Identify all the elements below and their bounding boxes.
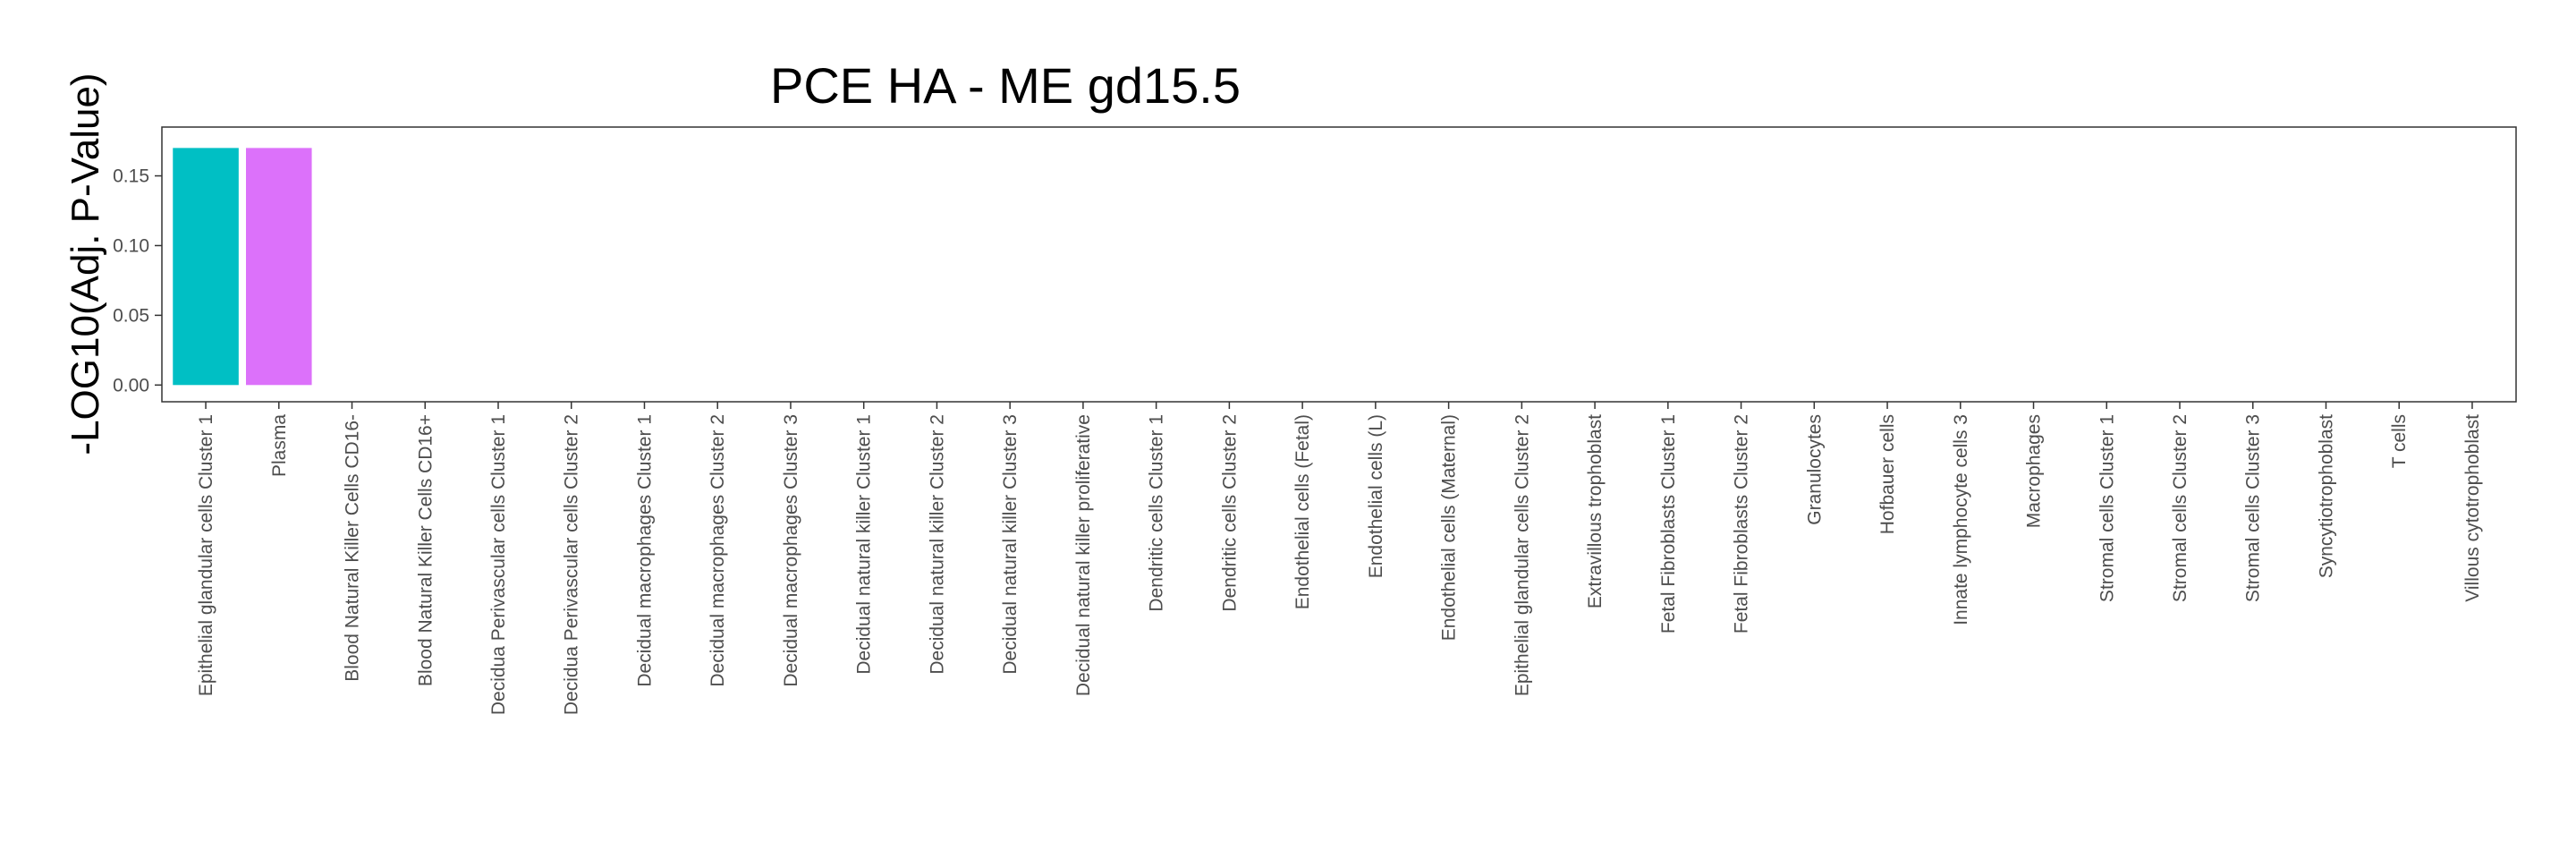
plot-frame bbox=[161, 126, 2517, 403]
x-tick-label: Decidual natural killer Cluster 2 bbox=[927, 414, 947, 675]
x-tick-label: Macrophages bbox=[2024, 414, 2045, 528]
x-tick-label: Syncytiotrophoblast bbox=[2316, 414, 2336, 578]
bar bbox=[173, 148, 239, 386]
x-tick-label: Villous cytotrophoblast bbox=[2462, 414, 2483, 602]
x-tick-label: Stromal cells Cluster 2 bbox=[2170, 414, 2190, 602]
x-tick-label: T cells bbox=[2389, 414, 2410, 468]
x-tick-label: Stromal cells Cluster 3 bbox=[2243, 414, 2264, 602]
x-tick-label: Granulocytes bbox=[1804, 414, 1825, 525]
y-tick-label: 0.10 bbox=[113, 235, 149, 256]
x-tick-label: Decidual natural killer Cluster 1 bbox=[854, 414, 875, 675]
x-tick-label: Epithelial glandular cells Cluster 1 bbox=[196, 414, 216, 696]
x-tick-label: Fetal Fibroblasts Cluster 1 bbox=[1658, 414, 1679, 634]
x-tick-label: Decidual macrophages Cluster 1 bbox=[634, 414, 655, 687]
y-tick-label: 0.00 bbox=[113, 375, 149, 395]
plot-panel bbox=[161, 126, 2517, 403]
x-tick-label: Innate lymphocyte cells 3 bbox=[1951, 414, 1971, 625]
y-axis-label: -LOG10(Adj. P-Value) bbox=[64, 72, 107, 455]
x-tick-label: Blood Natural Killer Cells CD16- bbox=[343, 414, 363, 682]
y-tick-label: 0.05 bbox=[113, 305, 149, 326]
x-tick-label: Endothelial cells (Maternal) bbox=[1439, 414, 1460, 641]
x-tick-label: Stromal cells Cluster 1 bbox=[2097, 414, 2117, 602]
chart-title: PCE HA - ME gd15.5 bbox=[770, 57, 1241, 114]
bar bbox=[246, 148, 312, 386]
x-tick-label: Dendritic cells Cluster 1 bbox=[1147, 414, 1167, 612]
x-tick-label: Plasma bbox=[269, 414, 290, 477]
x-tick-label: Decidual macrophages Cluster 2 bbox=[708, 414, 728, 687]
y-axis: 0.00 0.05 0.10 0.15 bbox=[113, 166, 162, 395]
x-tick-label: Endothelial cells (L) bbox=[1366, 414, 1386, 578]
x-tick-label: Decidual macrophages Cluster 3 bbox=[781, 414, 801, 687]
bar-series bbox=[173, 148, 312, 386]
x-tick-label: Endothelial cells (Fetal) bbox=[1292, 414, 1313, 609]
x-axis: Epithelial glandular cells Cluster 1 Plas… bbox=[196, 402, 2483, 715]
x-tick-label: Blood Natural Killer Cells CD16+ bbox=[415, 414, 436, 686]
x-tick-label: Hofbauer cells bbox=[1877, 414, 1898, 534]
x-tick-label: Fetal Fibroblasts Cluster 2 bbox=[1732, 414, 1752, 634]
x-tick-label: Epithelial glandular cells Cluster 2 bbox=[1512, 414, 1532, 696]
x-tick-label: Decidual natural killer proliferative bbox=[1073, 414, 1094, 696]
x-tick-label: Decidual natural killer Cluster 3 bbox=[1000, 414, 1021, 675]
x-tick-label: Decidua Perivascular cells Cluster 2 bbox=[562, 414, 582, 715]
x-tick-label: Dendritic cells Cluster 2 bbox=[1219, 414, 1240, 612]
x-tick-label: Extravillous trophoblast bbox=[1585, 414, 1606, 608]
y-tick-label: 0.15 bbox=[113, 166, 149, 187]
x-tick-label: Decidua Perivascular cells Cluster 1 bbox=[488, 414, 509, 715]
